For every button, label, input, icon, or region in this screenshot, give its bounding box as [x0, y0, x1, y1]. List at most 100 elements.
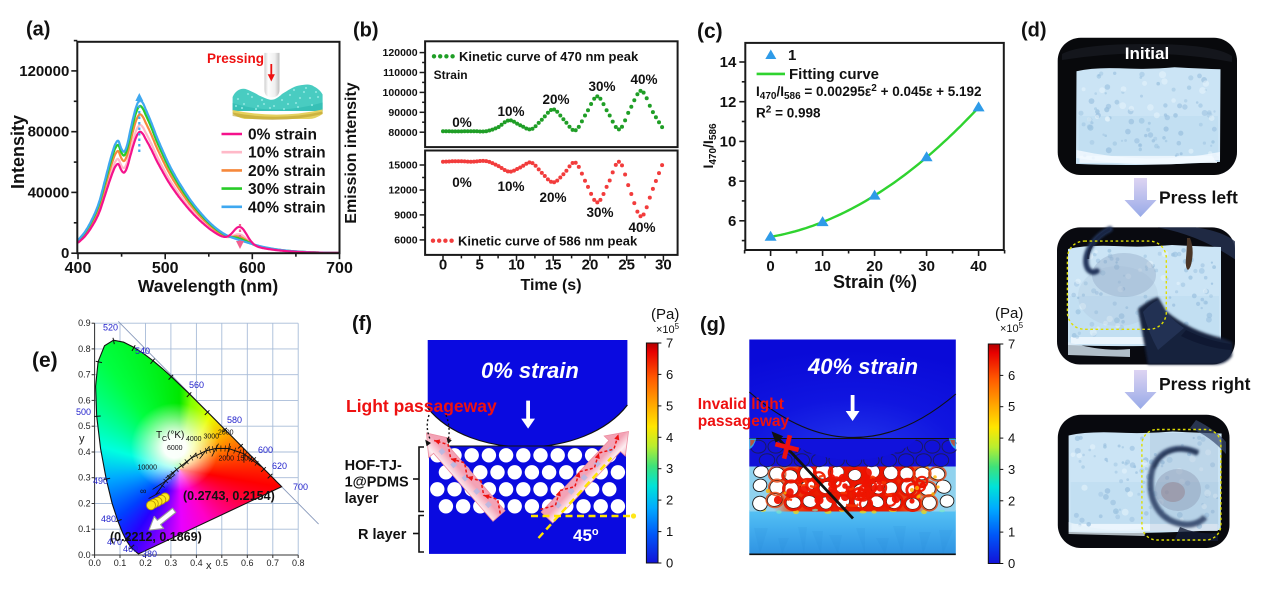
svg-text:30: 30: [918, 258, 935, 275]
svg-text:560: 560: [189, 380, 204, 390]
svg-text:7: 7: [1008, 337, 1015, 352]
svg-text:30%: 30%: [586, 205, 613, 220]
svg-text:x: x: [206, 560, 212, 572]
svg-text:0: 0: [666, 556, 673, 571]
svg-text:0.0: 0.0: [88, 558, 101, 568]
svg-text:Initial: Initial: [1125, 44, 1169, 63]
svg-text:20: 20: [582, 256, 599, 273]
svg-text:Kinetic curve of 586 nm peak: Kinetic curve of 586 nm peak: [458, 234, 638, 249]
svg-text:Intensity: Intensity: [8, 115, 28, 189]
svg-text:∞: ∞: [140, 486, 146, 496]
svg-text:10: 10: [814, 258, 831, 275]
svg-text:passageway: passageway: [698, 413, 790, 430]
svg-text:2000: 2000: [219, 456, 235, 463]
svg-text:600: 600: [239, 260, 266, 277]
svg-text:7: 7: [666, 336, 673, 351]
svg-text:5: 5: [1008, 399, 1015, 414]
svg-text:Time (s): Time (s): [520, 277, 581, 294]
svg-text:0: 0: [439, 256, 447, 273]
svg-text:10000: 10000: [138, 465, 158, 472]
svg-text:5: 5: [476, 256, 484, 273]
svg-text:10: 10: [508, 256, 525, 273]
svg-text:9000: 9000: [394, 210, 418, 222]
svg-text:(0.2212, 0.1869): (0.2212, 0.1869): [110, 530, 202, 544]
svg-text:40: 40: [970, 258, 987, 275]
svg-text:40% strain: 40% strain: [248, 199, 326, 216]
svg-text:20: 20: [866, 258, 883, 275]
svg-text:y: y: [79, 433, 85, 445]
svg-text:Kinetic curve of 470 nm peak: Kinetic curve of 470 nm peak: [459, 49, 639, 64]
svg-text:6000: 6000: [167, 445, 183, 452]
svg-text:15: 15: [545, 256, 562, 273]
svg-text:6: 6: [1008, 368, 1015, 383]
svg-text:HOF-TJ-: HOF-TJ-: [345, 458, 402, 474]
svg-text:2500: 2500: [218, 430, 234, 437]
svg-text:10% strain: 10% strain: [248, 145, 326, 162]
svg-text:12: 12: [720, 94, 737, 111]
svg-text:120000: 120000: [383, 47, 418, 59]
svg-text:6000: 6000: [394, 235, 418, 247]
svg-text:Press left: Press left: [1159, 188, 1238, 208]
svg-text:20% strain: 20% strain: [248, 163, 326, 180]
svg-text:480: 480: [101, 514, 116, 524]
svg-text:0.4: 0.4: [190, 558, 203, 568]
svg-text:500: 500: [152, 260, 179, 277]
svg-text:6: 6: [666, 367, 673, 382]
svg-text:400: 400: [65, 260, 92, 277]
svg-text:(e): (e): [32, 349, 58, 372]
svg-text:0.5: 0.5: [78, 421, 91, 431]
svg-text:580: 580: [227, 415, 242, 425]
svg-text:470: 470: [107, 537, 122, 547]
svg-text:4: 4: [666, 430, 673, 445]
svg-text:10%: 10%: [497, 104, 524, 119]
svg-text:0: 0: [766, 258, 774, 275]
svg-text:0.1: 0.1: [114, 558, 127, 568]
svg-text:(d): (d): [1021, 20, 1047, 42]
svg-text:30: 30: [655, 256, 672, 273]
svg-text:(b): (b): [353, 20, 379, 42]
svg-text:40%: 40%: [628, 220, 655, 235]
svg-text:(°K): (°K): [167, 430, 184, 441]
svg-text:Emission intensity: Emission intensity: [343, 82, 360, 223]
svg-text:1@PDMS: 1@PDMS: [345, 475, 409, 491]
svg-text:Strain: Strain: [434, 68, 468, 82]
svg-text:120000: 120000: [19, 63, 69, 80]
svg-text:0.6: 0.6: [78, 395, 91, 405]
svg-text:600: 600: [258, 445, 273, 455]
svg-text:20%: 20%: [539, 190, 566, 205]
svg-text:490: 490: [93, 476, 108, 486]
svg-text:0.7: 0.7: [267, 558, 280, 568]
svg-text:20%: 20%: [542, 92, 569, 107]
svg-text:500: 500: [76, 407, 91, 417]
svg-text:R2 = 0.998: R2 = 0.998: [756, 105, 821, 121]
svg-text:Wavelength (nm): Wavelength (nm): [138, 276, 278, 296]
svg-text:layer: layer: [345, 491, 379, 507]
svg-text:40%: 40%: [630, 72, 657, 87]
svg-text:80000: 80000: [388, 127, 417, 139]
svg-text:15000: 15000: [388, 160, 417, 172]
svg-text:0.8: 0.8: [78, 344, 91, 354]
svg-text:1500: 1500: [237, 456, 253, 463]
svg-text:3000: 3000: [204, 434, 220, 441]
svg-text:10%: 10%: [497, 179, 524, 194]
svg-text:(Pa): (Pa): [651, 306, 679, 323]
svg-text:4: 4: [1008, 431, 1015, 446]
svg-text:40000: 40000: [28, 184, 70, 201]
svg-text:0: 0: [1008, 556, 1015, 571]
svg-text:C: C: [162, 436, 167, 443]
svg-text:3: 3: [666, 461, 673, 476]
svg-text:0%: 0%: [452, 115, 472, 130]
svg-text:700: 700: [326, 260, 353, 277]
svg-text:0.8: 0.8: [292, 558, 305, 568]
svg-text:(g): (g): [700, 314, 726, 336]
svg-text:0.7: 0.7: [78, 370, 91, 380]
svg-text:1: 1: [666, 524, 673, 539]
svg-text:0.2: 0.2: [78, 499, 91, 509]
svg-text:380: 380: [142, 549, 157, 559]
svg-text:520: 520: [103, 323, 118, 333]
svg-text:I470/I586 = 0.00295ε2 + 0.045ε: I470/I586 = 0.00295ε2 + 0.045ε + 5.192: [756, 83, 982, 102]
svg-text:700: 700: [293, 482, 308, 492]
svg-text:Fitting curve: Fitting curve: [789, 66, 879, 83]
svg-text:0.0: 0.0: [78, 550, 91, 560]
svg-text:×105: ×105: [656, 322, 680, 336]
